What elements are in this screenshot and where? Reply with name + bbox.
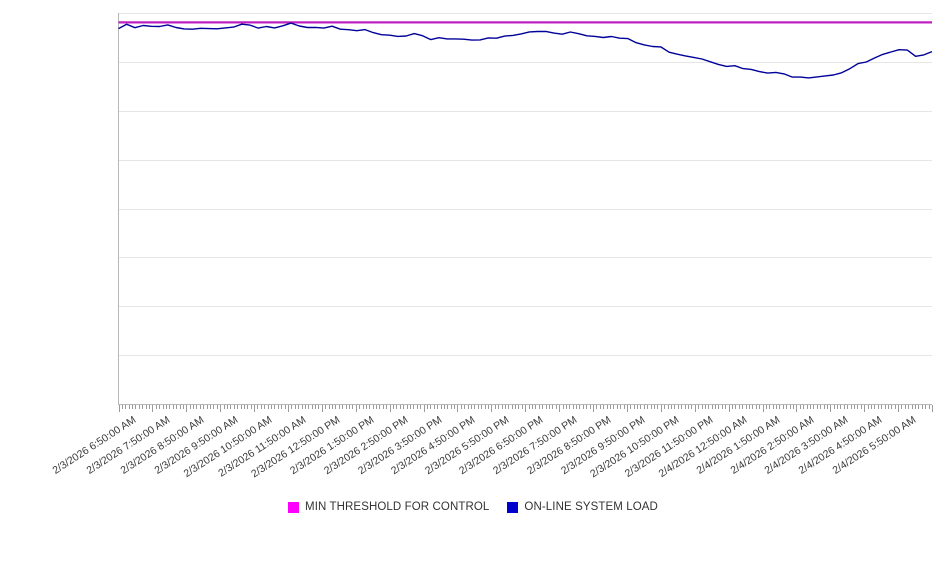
legend-item-label: ON-LINE SYSTEM LOAD <box>524 501 658 513</box>
legend-swatch-icon <box>507 501 519 513</box>
legend-item[interactable]: ON-LINE SYSTEM LOAD <box>507 501 658 513</box>
legend-item[interactable]: MIN THRESHOLD FOR CONTROL <box>288 501 489 513</box>
axis-lines <box>118 13 932 405</box>
data-series-layer <box>118 21 933 79</box>
chart-legend: MIN THRESHOLD FOR CONTROL ON-LINE SYSTEM … <box>0 495 946 519</box>
legend-item-label: MIN THRESHOLD FOR CONTROL <box>305 501 490 513</box>
chart-container: 2/3/2026 6:50:00 AM 2/3/2026 7:50:00 AM 2/… <box>0 13 946 519</box>
y-gridlines <box>118 13 932 356</box>
chart-plot-area <box>118 13 933 412</box>
x-axis-ticks <box>119 405 933 412</box>
series-line-on-line-system-load <box>118 22 933 79</box>
legend-swatch-icon <box>288 501 300 513</box>
